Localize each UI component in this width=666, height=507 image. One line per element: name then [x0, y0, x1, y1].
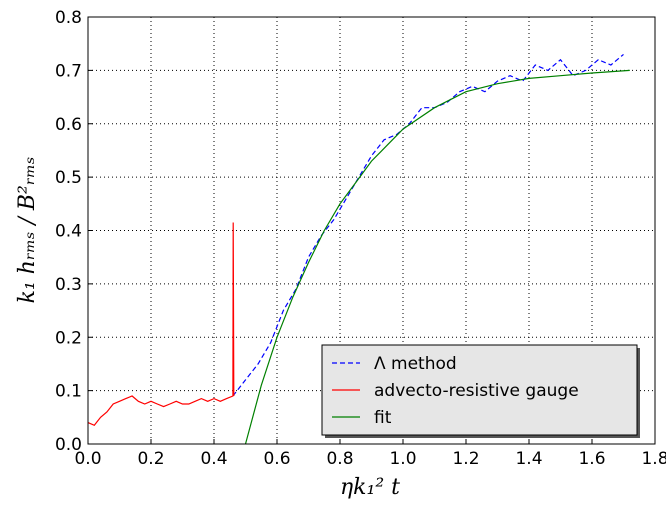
x-tick-label: 0.4: [200, 449, 227, 469]
y-tick-label: 0.4: [55, 222, 82, 242]
x-tick-label: 1.4: [515, 449, 542, 469]
x-tick-label: 1.2: [452, 449, 479, 469]
x-tick-label: 1.0: [389, 449, 416, 469]
legend-label: advecto-resistive gauge: [374, 381, 579, 401]
y-axis-label: k₁ hᵣₘₛ / B²ᵣₘₛ: [15, 157, 40, 304]
y-tick-label: 0.3: [55, 275, 82, 295]
legend-label: fit: [374, 408, 392, 428]
y-tick-label: 0.1: [55, 382, 82, 402]
y-tick-label: 0.8: [55, 8, 82, 28]
x-tick-label: 0.6: [263, 449, 290, 469]
y-tick-label: 0.6: [55, 115, 82, 135]
x-tick-label: 0.2: [137, 449, 164, 469]
x-tick-label: 0.8: [326, 449, 353, 469]
y-tick-label: 0.0: [55, 435, 82, 455]
y-tick-label: 0.5: [55, 168, 82, 188]
x-tick-label: 1.8: [641, 449, 666, 469]
series-line: [87, 222, 235, 427]
series-line: [232, 53, 624, 397]
legend-box: [321, 344, 638, 436]
legend-label: Λ method: [374, 354, 457, 374]
x-tick-label: 1.6: [578, 449, 605, 469]
plot-frame: [87, 16, 656, 445]
x-tick-label: 0.0: [74, 449, 101, 469]
series-line: [244, 69, 630, 445]
y-tick-label: 0.2: [55, 328, 82, 348]
x-axis-label: ηk₁² t: [340, 475, 400, 500]
y-tick-label: 0.7: [55, 61, 82, 81]
